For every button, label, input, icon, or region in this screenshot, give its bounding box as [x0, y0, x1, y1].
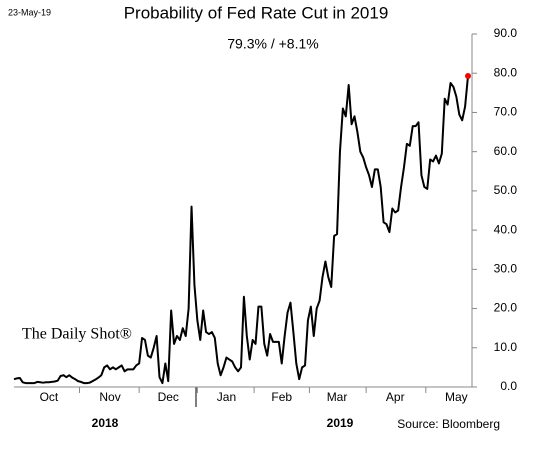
x-tick-label: Mar [327, 390, 348, 404]
y-tick-label: 80.0 [494, 65, 518, 79]
y-tick-label: 10.0 [494, 340, 518, 354]
y-tick-label: 60.0 [494, 144, 518, 158]
last-point [465, 72, 471, 79]
x-tick-label: Feb [271, 390, 292, 404]
y-tick-label: 50.0 [494, 183, 518, 197]
x-tick-label: Nov [99, 390, 120, 404]
y-tick-label: 0.0 [500, 379, 517, 393]
y-tick-label: 20.0 [494, 301, 518, 315]
y-tick-label: 40.0 [494, 222, 518, 236]
date-label: 23-May-19 [8, 7, 51, 17]
line [13, 75, 469, 385]
x-tick-label: Jan [217, 390, 236, 404]
x-tick-label: Dec [158, 390, 179, 404]
x-tick-label: Oct [40, 390, 59, 404]
x-tick-label: Apr [386, 390, 405, 404]
watermark: The Daily Shot® [22, 326, 132, 343]
chart-title: Probability of Fed Rate Cut in 2019 [124, 3, 389, 22]
source: Source: Bloomberg [397, 417, 500, 431]
year-label: 2018 [92, 416, 119, 430]
x-tick-label: May [445, 390, 468, 404]
year-label: 2019 [327, 416, 354, 430]
y-tick-label: 90.0 [494, 26, 518, 40]
chart-subtitle: 79.3% / +8.1% [227, 36, 318, 52]
y-tick-label: 70.0 [494, 105, 518, 119]
y-tick-label: 30.0 [494, 262, 518, 276]
